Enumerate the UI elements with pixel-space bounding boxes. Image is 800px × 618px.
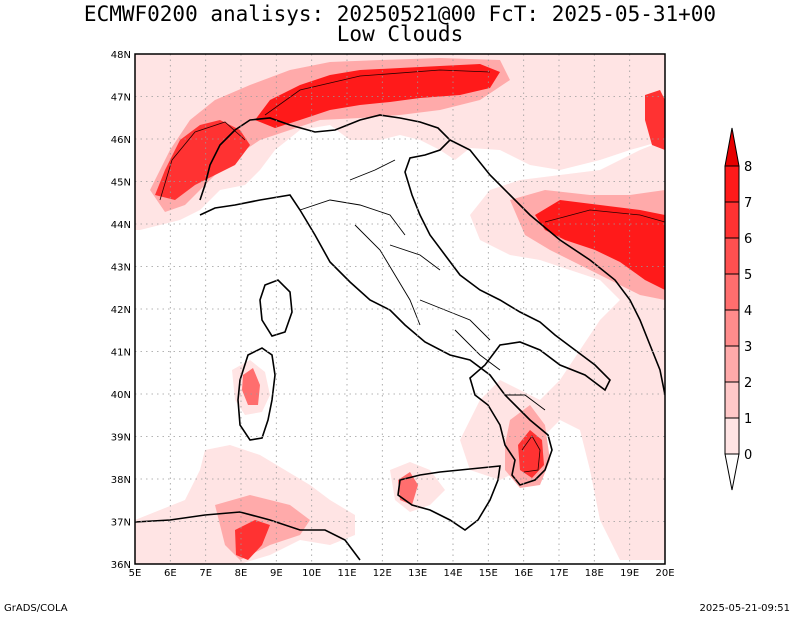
colorbar-label: 8 bbox=[744, 160, 752, 175]
x-tick-label: 9E bbox=[270, 568, 283, 579]
y-tick-label: 48N bbox=[111, 50, 131, 61]
cloud-area-sicily bbox=[390, 462, 445, 512]
colorbar-top-arrow bbox=[724, 127, 740, 167]
colorbar-labels: 0 1 2 3 4 5 6 7 8 bbox=[744, 160, 752, 463]
y-tick-label: 44N bbox=[111, 220, 131, 231]
colorbar-swatch bbox=[724, 201, 740, 239]
map-grid bbox=[135, 54, 665, 564]
colorbar-label: 1 bbox=[744, 412, 752, 427]
x-tick-label: 6E bbox=[164, 568, 177, 579]
y-tick-label: 43N bbox=[111, 263, 131, 274]
colorbar-label: 2 bbox=[744, 376, 752, 391]
colorbar-label: 6 bbox=[744, 232, 752, 247]
y-axis-labels: 36N 37N 38N 39N 40N 41N 42N 43N 44N 45N … bbox=[111, 50, 131, 571]
colorbar-swatch bbox=[724, 309, 740, 347]
sardinia-coastline bbox=[237, 347, 276, 441]
x-tick-label: 20E bbox=[655, 568, 674, 579]
y-tick-label: 47N bbox=[111, 93, 131, 104]
x-tick-label: 11E bbox=[337, 568, 356, 579]
x-tick-label: 7E bbox=[199, 568, 212, 579]
x-tick-label: 10E bbox=[302, 568, 321, 579]
cloud-core-sardinia bbox=[242, 368, 260, 405]
africa-coastline bbox=[135, 511, 361, 561]
y-tick-label: 37N bbox=[111, 518, 131, 529]
sicily-coastline bbox=[397, 465, 501, 531]
colorbar-label: 3 bbox=[744, 340, 752, 355]
regional-borders bbox=[299, 159, 546, 411]
cloud-core-calabria bbox=[518, 430, 544, 478]
colorbar-swatch bbox=[724, 237, 740, 275]
y-tick-label: 42N bbox=[111, 305, 131, 316]
cloud-core-balkans bbox=[535, 200, 665, 290]
footer-timestamp: 2025-05-21-09:51 bbox=[699, 603, 790, 614]
coastlines bbox=[135, 114, 665, 561]
colorbar-label: 5 bbox=[744, 268, 752, 283]
italy-coastline bbox=[199, 114, 611, 486]
map-title: ECMWF0200 analisys: 20250521@00 FcT: 202… bbox=[83, 2, 717, 26]
colorbar-swatch bbox=[724, 381, 740, 419]
y-tick-label: 39N bbox=[111, 433, 131, 444]
x-tick-label: 8E bbox=[235, 568, 248, 579]
x-tick-label: 5E bbox=[129, 568, 142, 579]
colorbar-bottom-arrow bbox=[724, 453, 740, 491]
colorbar-swatch bbox=[724, 417, 740, 455]
footer-software-label: GrADS/COLA bbox=[4, 603, 68, 614]
cloud-core-south bbox=[235, 520, 270, 560]
colorbar-label: 4 bbox=[744, 304, 752, 319]
colorbar-swatch bbox=[724, 345, 740, 383]
colorbar-swatch bbox=[724, 165, 740, 203]
colorbar-label: 7 bbox=[744, 196, 752, 211]
y-tick-label: 41N bbox=[111, 348, 131, 359]
y-tick-label: 38N bbox=[111, 475, 131, 486]
y-tick-label: 46N bbox=[111, 135, 131, 146]
x-tick-label: 13E bbox=[408, 568, 427, 579]
y-tick-label: 40N bbox=[111, 390, 131, 401]
corsica-coastline bbox=[259, 279, 293, 337]
cloud-core-sicily-west bbox=[398, 472, 418, 505]
colorbar bbox=[724, 127, 740, 491]
cloud-core-alps-central bbox=[255, 64, 500, 128]
x-tick-label: 12E bbox=[373, 568, 392, 579]
x-axis-labels: 5E 6E 7E 8E 9E 10E 11E 12E 13E 14E 15E 1… bbox=[129, 568, 675, 579]
cloud-core-east-edge bbox=[645, 90, 665, 150]
x-tick-label: 16E bbox=[514, 568, 533, 579]
x-tick-label: 18E bbox=[585, 568, 604, 579]
y-tick-label: 36N bbox=[111, 560, 131, 571]
x-tick-label: 17E bbox=[549, 568, 568, 579]
y-tick-label: 45N bbox=[111, 178, 131, 189]
cloud-core-alps-west bbox=[155, 120, 250, 200]
x-tick-label: 14E bbox=[443, 568, 462, 579]
x-tick-label: 15E bbox=[479, 568, 498, 579]
map-frame bbox=[134, 53, 666, 565]
x-tick-label: 19E bbox=[620, 568, 639, 579]
colorbar-label: 0 bbox=[744, 448, 752, 463]
balkan-coastline bbox=[449, 139, 665, 396]
isolines bbox=[159, 69, 665, 473]
colorbar-swatch bbox=[724, 273, 740, 311]
map-subtitle: Low Clouds bbox=[336, 22, 464, 46]
